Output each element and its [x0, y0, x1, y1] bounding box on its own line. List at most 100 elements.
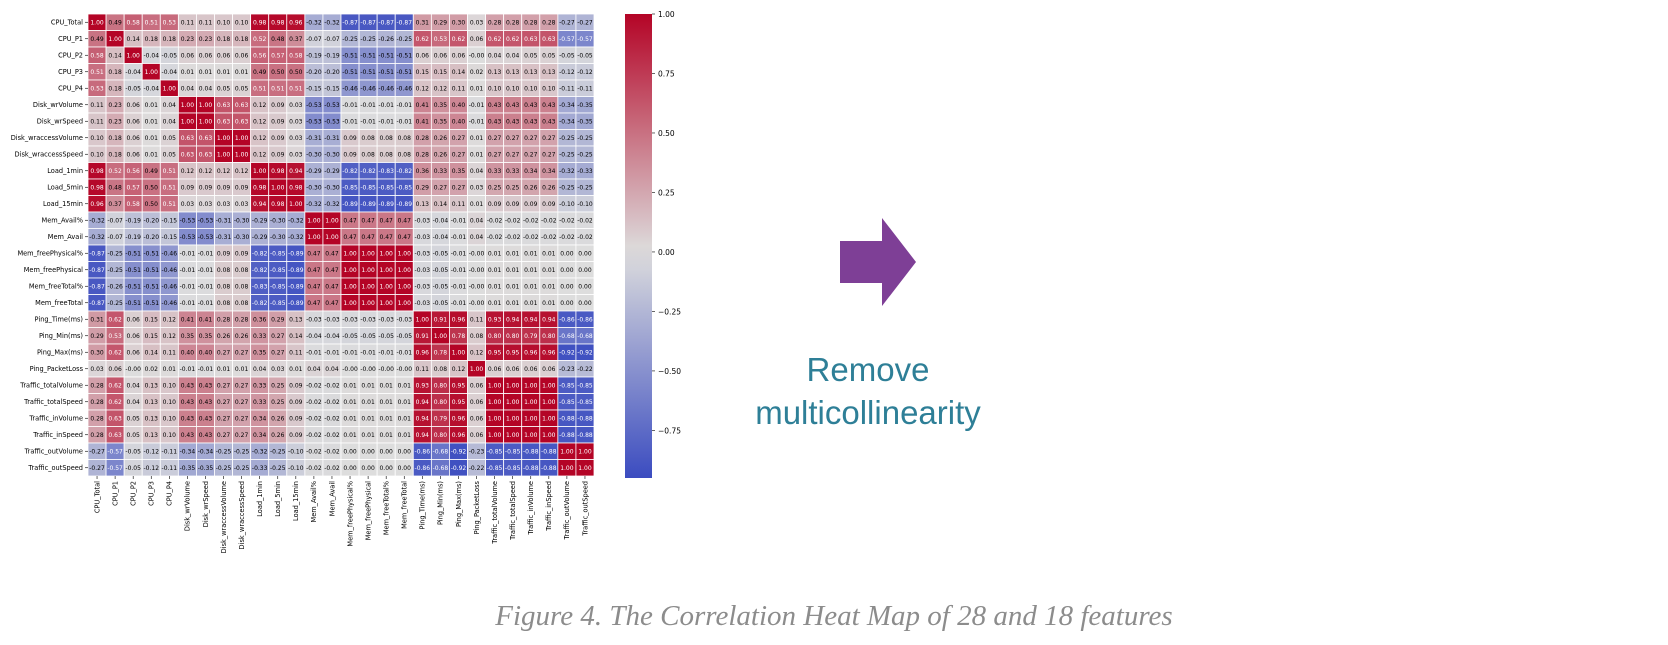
heatmap-cell-label: -0.19 — [324, 52, 340, 59]
heatmap-cell-label: -0.02 — [577, 234, 593, 241]
heatmap-cell-label: -0.02 — [487, 217, 503, 224]
heatmap-cell-label: 0.14 — [145, 349, 159, 356]
heatmap-cell-label: 0.12 — [253, 102, 267, 109]
heatmap-cell-label: -0.87 — [378, 19, 394, 26]
heatmap-cell-label: 0.06 — [126, 118, 140, 125]
heatmap-cell-label: 0.09 — [524, 201, 538, 208]
heatmap-cell-label: -0.12 — [143, 448, 159, 455]
heatmap-cell-label: 0.18 — [108, 69, 122, 76]
heatmap-cell-label: 0.03 — [181, 201, 195, 208]
heatmap-cell-label: 0.94 — [506, 316, 520, 323]
heatmap-cell-label: 0.27 — [271, 349, 285, 356]
heatmap-cell-label: -0.51 — [396, 69, 412, 76]
heatmap-cell-label: 0.09 — [289, 399, 303, 406]
heatmap-cell-label: 0.11 — [470, 316, 484, 323]
heatmap-cell-label: 0.43 — [199, 382, 213, 389]
heatmap-cell-label: 0.94 — [524, 316, 538, 323]
heatmap-cell-label: 0.35 — [253, 349, 267, 356]
heatmap-cell-label: 0.63 — [235, 102, 249, 109]
heatmap-cell-label: 0.49 — [108, 19, 122, 26]
heatmap-cell-label: 1.00 — [398, 250, 412, 257]
heatmap-cell-label: -0.53 — [180, 217, 196, 224]
heatmap-cell-label: -0.32 — [324, 19, 340, 26]
heatmap-cell-label: 0.47 — [325, 283, 339, 290]
heatmap-cell-label: -0.30 — [306, 184, 322, 191]
heatmap-cell-label: -0.12 — [577, 69, 593, 76]
heatmap-cell-label: 0.62 — [108, 382, 122, 389]
heatmap-cell-label: -0.19 — [125, 217, 141, 224]
heatmap-cell-label: -0.87 — [396, 19, 412, 26]
heatmap-cell-label: -0.88 — [577, 415, 593, 422]
heatmap-cell-label: 0.43 — [199, 415, 213, 422]
heatmap-cell-label: 0.43 — [506, 102, 520, 109]
heatmap-cell-label: 0.09 — [181, 184, 195, 191]
heatmap-cell-label: 0.27 — [235, 349, 249, 356]
heatmap-cell-label: 1.00 — [524, 432, 538, 439]
heatmap-cell-label: 0.43 — [199, 432, 213, 439]
heatmap-cell-label: 0.58 — [90, 52, 104, 59]
heatmap-cell-label: -0.57 — [107, 448, 123, 455]
heatmap-cell-label: -0.57 — [577, 36, 593, 43]
heatmap-cell-label: -0.19 — [306, 52, 322, 59]
heatmap-cell-label: -0.01 — [180, 267, 196, 274]
heatmap-cell-label: -0.25 — [577, 151, 593, 158]
heatmap-cell-label: 0.47 — [307, 283, 321, 290]
heatmap-cell-label: 0.96 — [452, 432, 466, 439]
heatmap-cell-label: -0.20 — [324, 69, 340, 76]
heatmap-cell-label: 0.25 — [271, 382, 285, 389]
heatmap-cell-label: 0.27 — [452, 184, 466, 191]
heatmap-cell-label: 0.27 — [217, 415, 231, 422]
heatmap-cell-label: -0.10 — [577, 201, 593, 208]
heatmap-cell-label: 1.00 — [343, 283, 357, 290]
heatmap-cell-label: -0.07 — [107, 217, 123, 224]
heatmap-cell-label: 0.26 — [271, 432, 285, 439]
heatmap-cell-label: -0.33 — [577, 168, 593, 175]
heatmap-cell-label: -0.00 — [469, 52, 485, 59]
heatmap-cell-label: 0.80 — [434, 399, 448, 406]
heatmap-cell-label: 0.26 — [542, 184, 556, 191]
heatmap-cell-label: 0.43 — [488, 102, 502, 109]
heatmap-cell-label: -0.01 — [360, 102, 376, 109]
heatmap-cell-label: 0.63 — [235, 118, 249, 125]
heatmap-cell-label: -0.02 — [541, 234, 557, 241]
heatmap-cell-label: 0.98 — [271, 201, 285, 208]
heatmap-cell-label: 0.08 — [434, 366, 448, 373]
heatmap-cell-label: 0.06 — [126, 316, 140, 323]
heatmap-cell-label: 0.10 — [524, 85, 538, 92]
heatmap-cell-label: 1.00 — [361, 300, 375, 307]
heatmap-cell-label: 0.12 — [235, 168, 249, 175]
heatmap-cell-label: -0.01 — [451, 250, 467, 257]
heatmap-cell-label: 0.15 — [145, 316, 159, 323]
heatmap-cell-label: 0.62 — [108, 316, 122, 323]
heatmap-cell-label: 0.01 — [343, 382, 357, 389]
heatmap-28-features: 1.00 0.49 0.58 0.51 0.53 0.11 0.11 0.10 0.10 0.98… — [11, 10, 682, 553]
heatmap-cell-label: 0.25 — [271, 399, 285, 406]
heatmap-cell-label: -0.32 — [288, 217, 304, 224]
heatmap-cell-label: 0.49 — [90, 36, 104, 43]
heatmap-cell-label: -0.01 — [342, 102, 358, 109]
heatmap-cell-label: -0.11 — [559, 85, 575, 92]
heatmap-cell-label: 0.27 — [506, 135, 520, 142]
heatmap-cell-label: -0.01 — [378, 349, 394, 356]
heatmap-cell-label: 0.63 — [524, 36, 538, 43]
heatmap-cell-label: -0.85 — [577, 382, 593, 389]
heatmap-cell-label: 0.27 — [488, 135, 502, 142]
heatmap-cell-label: 0.01 — [379, 399, 393, 406]
heatmap-cell-label: 0.53 — [163, 19, 177, 26]
heatmap-cell-label: -0.53 — [306, 118, 322, 125]
heatmap-cell-label: -0.03 — [415, 234, 431, 241]
heatmap-cell-label: -0.27 — [559, 19, 575, 26]
heatmap-cell-label: 0.06 — [181, 52, 195, 59]
heatmap-cell-label: -0.82 — [360, 168, 376, 175]
heatmap-cell-label: 0.03 — [289, 102, 303, 109]
heatmap-cell-label: 0.00 — [578, 283, 592, 290]
heatmap-cell-label: 0.04 — [470, 168, 484, 175]
heatmap-cell-label: 0.06 — [199, 52, 213, 59]
heatmap-cell-label: -0.04 — [143, 85, 159, 92]
heatmap-cell-label: -0.01 — [180, 366, 196, 373]
heatmap-cell-label: 0.51 — [253, 85, 267, 92]
heatmap-cell-label: 0.01 — [506, 267, 520, 274]
heatmap-cell-label: -0.02 — [306, 448, 322, 455]
heatmap-cell-label: -0.04 — [125, 69, 141, 76]
heatmap-cell-label: 0.04 — [199, 85, 213, 92]
